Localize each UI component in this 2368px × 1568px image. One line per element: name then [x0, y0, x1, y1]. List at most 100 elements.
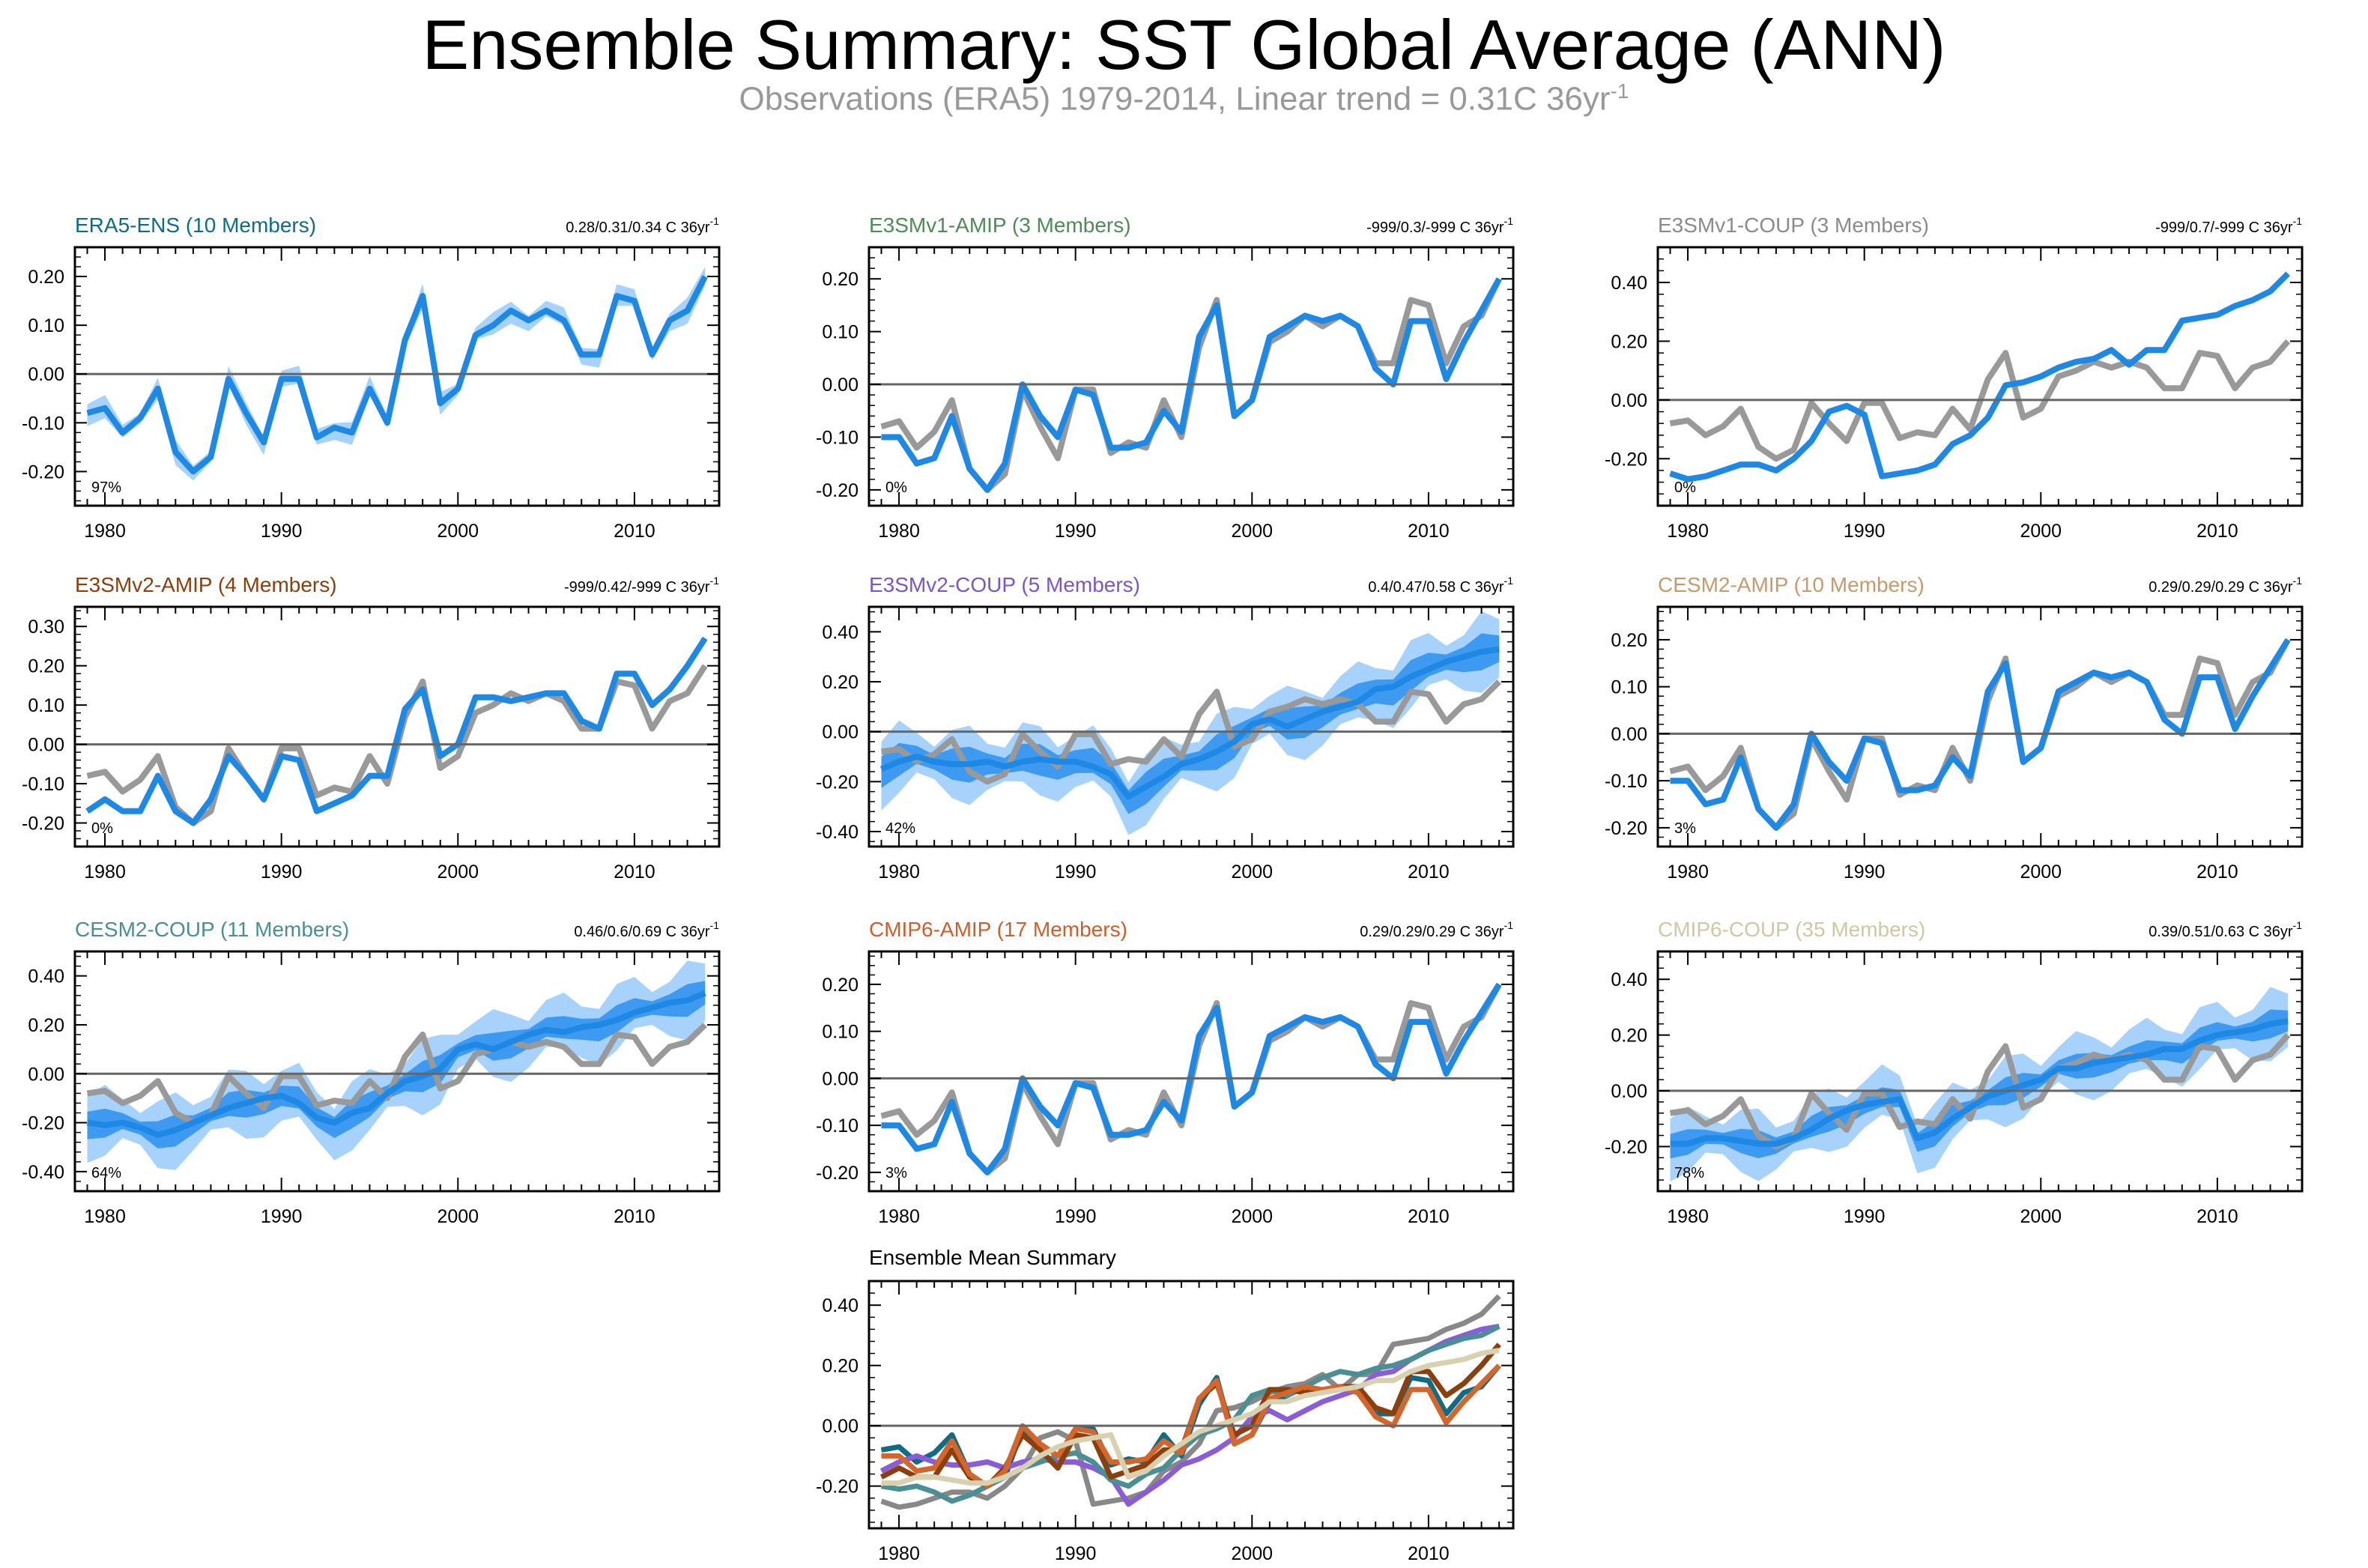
trend-text: 0.29/0.29/0.29 C 36yr	[1360, 924, 1504, 940]
panel-cmip6-coup-x-tick-label: 1980	[1667, 1206, 1709, 1227]
ensemble-mean-line	[86, 990, 706, 1138]
panel-cmip6-coup-x-tick-label: 1990	[1844, 1206, 1886, 1227]
panel-cesm2-amip-y-tick-label: 0.20	[1611, 630, 1647, 651]
trend-text: 0.4/0.47/0.58 C 36yr	[1368, 579, 1504, 596]
panel-e3smv2-amip-y-tick-label: -0.10	[22, 774, 64, 795]
panel-cesm2-amip-y-tick-label: 0.00	[1611, 724, 1647, 745]
panel-era5-ens-y-tick-label: -0.20	[22, 461, 64, 482]
panel-era5-ens: 1980 1990 2000 2010 0.20 0.10 0.00 -0.10 -0.20 ER…	[22, 214, 721, 542]
panel-title: CESM2-COUP (11 Members)	[75, 918, 349, 941]
panel-percent-label: 78%	[1674, 1165, 1704, 1181]
panel-title: CESM2-AMIP (10 Members)	[1658, 573, 1925, 596]
summary-x-tick-label: 2000	[1231, 1543, 1273, 1564]
panel-cesm2-amip-y-tick-label: -0.20	[1605, 818, 1647, 839]
panel-era5-ens-x-tick-label: 2000	[437, 521, 479, 542]
panel-e3smv1-amip-x-tick-label: 2010	[1408, 521, 1450, 542]
ensemble-mean-line	[86, 275, 708, 475]
panel-cmip6-amip-x-tick-label: 2000	[1231, 1206, 1273, 1227]
panel-e3smv2-coup-y-tick-label: 0.20	[822, 672, 859, 693]
panel-e3smv2-amip-x-tick-label: 2000	[437, 862, 479, 883]
panel-percent-label: 0%	[91, 820, 113, 837]
panel-era5-ens-x-tick-label: 2010	[614, 521, 655, 542]
panel-title: E3SMv2-AMIP (4 Members)	[75, 573, 337, 596]
panel-cmip6-coup-y-tick-label: 0.40	[1611, 969, 1647, 990]
panel-e3smv2-amip-y-tick-label: 0.30	[28, 617, 64, 638]
trend-superscript: -1	[710, 919, 720, 931]
panel-percent-label: 97%	[91, 479, 121, 496]
panel-trend-label: -999/0.42/-999 C 36yr-1	[564, 575, 719, 596]
panel-cesm2-coup-y-tick-label: -0.20	[22, 1113, 64, 1134]
summary-y-tick-label: 0.20	[822, 1356, 859, 1377]
panel-e3smv2-coup-y-tick-label: -0.40	[816, 822, 859, 843]
panel-e3smv1-amip-y-tick-label: -0.10	[816, 427, 859, 448]
trend-superscript: -1	[1504, 215, 1514, 227]
panel-cmip6-coup-frame	[1656, 950, 2304, 1193]
panel-e3smv2-coup-y-tick-label: 0.40	[822, 622, 859, 643]
trend-text: 0.28/0.31/0.34 C 36yr	[566, 220, 710, 236]
panel-e3smv2-amip-y-tick-label: 0.20	[28, 656, 64, 677]
panel-cesm2-amip-y-tick-label: -0.10	[1605, 771, 1647, 792]
panel-title: ERA5-ENS (10 Members)	[75, 214, 316, 237]
summary-y-tick-label: 0.40	[822, 1295, 859, 1316]
summary-y-tick-label: 0.00	[822, 1416, 859, 1437]
panel-e3smv2-amip-x-tick-label: 1990	[261, 862, 303, 883]
panel-percent-label: 0%	[1674, 479, 1696, 496]
panel-e3smv2-amip-frame	[73, 605, 721, 848]
panel-era5-ens-x-tick-label: 1990	[261, 521, 303, 542]
panel-e3smv1-coup-x-tick-label: 2000	[2020, 521, 2062, 542]
panel-plot-area	[879, 1294, 1501, 1510]
panel-e3smv1-amip-frame	[867, 246, 1515, 507]
panel-e3smv2-amip-x-tick-label: 1980	[84, 862, 126, 883]
trend-superscript: -1	[710, 575, 720, 587]
panel-e3smv2-amip-y-tick-label: 0.10	[28, 695, 64, 716]
inner-spread-band	[881, 633, 1500, 814]
panel-ensemble-mean-summary: 1980 1990 2000 2010 0.40 0.20 0.00 -0.20 Ensembl…	[816, 1246, 1515, 1564]
panel-e3smv2-coup-y-tick-label: 0.00	[822, 722, 859, 743]
panel-e3smv1-amip-x-tick-label: 2000	[1231, 521, 1273, 542]
panel-e3smv2-amip: 1980 1990 2000 2010 0.30 0.20 0.10 0.00 -0.10 -0.…	[22, 573, 721, 883]
panel-e3smv1-amip-y-tick-label: 0.20	[822, 269, 859, 290]
panel-cmip6-amip-y-tick-label: 0.00	[822, 1068, 859, 1089]
panel-title: CMIP6-COUP (35 Members)	[1658, 918, 1925, 941]
subtitle-superscript: -1	[1610, 79, 1629, 103]
panel-era5-ens-y-tick-label: 0.10	[28, 315, 64, 336]
panel-cesm2-coup-x-tick-label: 1990	[261, 1206, 303, 1227]
panel-cesm2-amip-y-tick-label: 0.10	[1611, 677, 1647, 698]
panel-cesm2-coup-y-tick-label: -0.40	[22, 1162, 64, 1183]
panel-cesm2-amip-x-tick-label: 2000	[2020, 862, 2062, 883]
panel-title: CMIP6-AMIP (17 Members)	[869, 918, 1127, 941]
panel-cesm2-coup-y-tick-label: 0.40	[28, 966, 64, 987]
panel-title: E3SMv1-AMIP (3 Members)	[869, 214, 1131, 237]
observations-line	[1669, 339, 2291, 462]
panel-trend-label: 0.28/0.31/0.34 C 36yr-1	[566, 215, 719, 236]
panel-percent-label: 0%	[885, 479, 907, 496]
summary-x-tick-label: 2010	[1408, 1543, 1450, 1564]
panel-era5-ens-x-tick-label: 1980	[84, 521, 126, 542]
outer-spread-band	[87, 960, 706, 1170]
summary-line-cmip6-coup	[881, 1348, 1500, 1486]
panel-plot-area	[879, 611, 1502, 835]
panel-percent-label: 64%	[91, 1165, 121, 1181]
observations-line	[880, 679, 1502, 785]
trend-text: 0.39/0.51/0.63 C 36yr	[2149, 924, 2293, 940]
panel-e3smv1-coup-x-tick-label: 2010	[2196, 521, 2238, 542]
panel-e3smv1-amip-y-tick-label: 0.00	[822, 375, 859, 396]
summary-line-e3smv2-coup	[879, 1323, 1500, 1507]
panel-e3smv2-coup-x-tick-label: 2000	[1231, 862, 1273, 883]
panel-e3smv1-coup-x-tick-label: 1980	[1667, 521, 1709, 542]
panel-title: E3SMv1-COUP (3 Members)	[1658, 214, 1929, 237]
panel-e3smv2-amip-y-tick-label: -0.20	[22, 814, 64, 835]
panel-cesm2-amip-x-tick-label: 2010	[2196, 862, 2238, 883]
panel-plot-area	[86, 267, 708, 481]
panel-e3smv1-amip-x-tick-label: 1980	[878, 521, 920, 542]
panel-cmip6-amip-y-tick-label: 0.10	[822, 1022, 859, 1043]
panel-e3smv1-coup-y-tick-label: 0.20	[1611, 331, 1647, 352]
panel-era5-ens-y-tick-label: 0.00	[28, 364, 64, 385]
ensemble-mean-line	[85, 636, 708, 826]
panel-cesm2-coup-frame	[73, 950, 721, 1193]
panel-cmip6-coup-x-tick-label: 2000	[2020, 1206, 2062, 1227]
panel-cesm2-coup: 1980 1990 2000 2010 0.40 0.20 0.00 -0.20 -0.40 CE…	[22, 918, 721, 1227]
panel-cesm2-amip-x-tick-label: 1990	[1844, 862, 1886, 883]
panel-e3smv2-coup: 1980 1990 2000 2010 0.40 0.20 0.00 -0.20 -0.40 E3…	[816, 573, 1515, 883]
panel-trend-label: 0.29/0.29/0.29 C 36yr-1	[1360, 919, 1513, 940]
